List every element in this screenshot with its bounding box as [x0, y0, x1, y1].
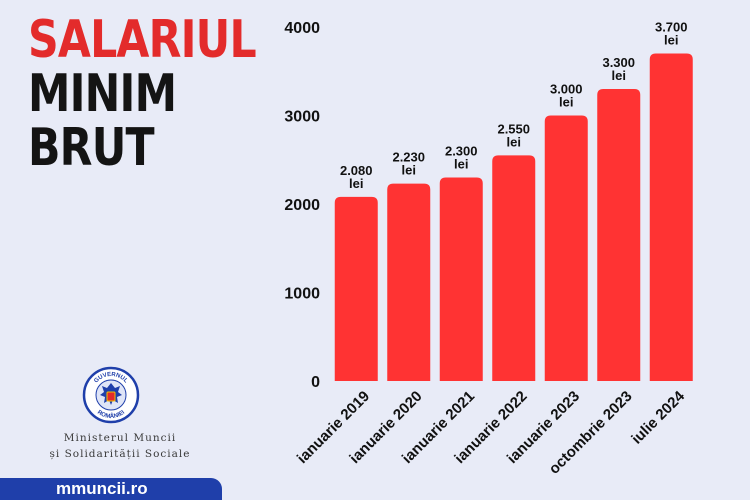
data-label-value: 2.230 — [392, 150, 425, 165]
y-tick-label: 2000 — [284, 197, 320, 214]
data-label-unit: lei — [402, 163, 416, 178]
data-label-value: 3.000 — [550, 82, 583, 97]
x-tick-label: iulie 2024 — [628, 387, 688, 447]
svg-text:ROMÂNIEI: ROMÂNIEI — [96, 409, 126, 420]
ministry-name-line1: Ministerul Muncii — [63, 432, 177, 444]
data-label-value: 3.700 — [655, 20, 688, 35]
y-tick-label: 4000 — [284, 20, 320, 37]
guvernul-romaniei-seal-icon: GUVERNUL ROMÂNIEI — [82, 366, 140, 424]
data-label-unit: lei — [454, 156, 468, 171]
data-label-unit: lei — [507, 134, 521, 149]
data-label-value: 2.080 — [340, 163, 373, 178]
bar — [387, 183, 431, 381]
data-label-value: 3.300 — [602, 55, 635, 70]
bar — [334, 196, 378, 381]
seal-text-bottom: ROMÂNIEI — [96, 409, 126, 420]
data-label-value: 2.300 — [445, 143, 478, 158]
data-label-value: 2.550 — [497, 121, 530, 136]
data-label-unit: lei — [559, 95, 573, 110]
bar — [597, 88, 641, 381]
data-label-unit: lei — [664, 33, 678, 48]
title-line-brut: BRUT — [28, 118, 155, 178]
y-tick-label: 1000 — [284, 286, 320, 303]
bar — [544, 115, 588, 381]
bar — [649, 53, 693, 382]
ministry-name-line2: și Solidarității Sociale — [49, 448, 191, 460]
bar — [439, 177, 483, 381]
y-tick-label: 0 — [311, 374, 320, 391]
data-label-unit: lei — [612, 68, 626, 83]
title-line-minim: MINIM — [28, 64, 177, 124]
website-link[interactable]: mmuncii.ro — [0, 478, 222, 500]
title-line-salariul: SALARIUL — [28, 10, 257, 70]
y-tick-label: 3000 — [284, 109, 320, 126]
bar — [492, 155, 536, 381]
data-label-unit: lei — [349, 176, 363, 191]
